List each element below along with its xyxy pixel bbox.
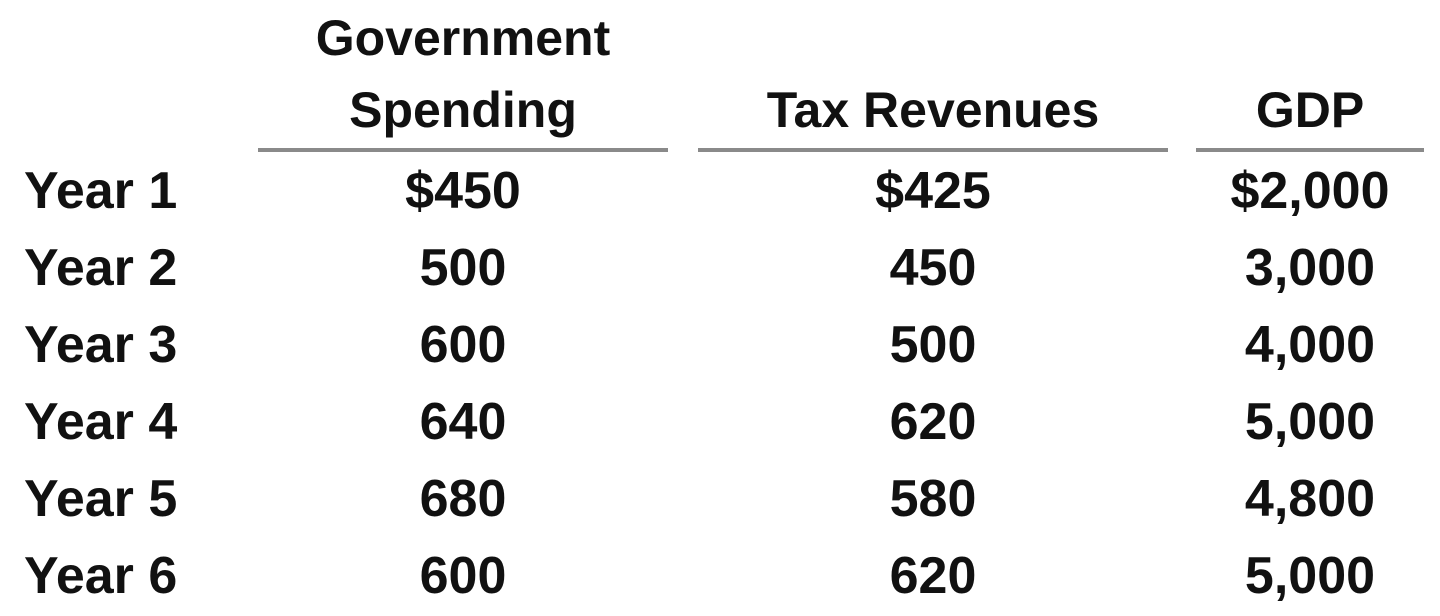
row-label-year-4: Year 4 (24, 393, 178, 451)
cell-tax-year-6: 620 (889, 547, 977, 605)
header-underline-gdp (1196, 148, 1424, 152)
cell-gdp-year-6: 5,000 (1244, 547, 1376, 605)
header-underline-tax-revenues (698, 148, 1168, 152)
cell-gov-year-4: 640 (419, 393, 507, 451)
cell-gdp-year-4: 5,000 (1244, 393, 1376, 451)
row-label-year-5: Year 5 (24, 470, 178, 528)
header-underline-government-spending (258, 148, 668, 152)
row-label-year-2: Year 2 (24, 239, 178, 297)
cell-tax-year-5: 580 (889, 470, 977, 528)
cell-gdp-year-2: 3,000 (1244, 239, 1376, 297)
cell-gdp-year-5: 4,800 (1244, 470, 1376, 528)
column-header-line: Tax Revenues (766, 82, 1100, 138)
column-header-gdp: GDP (1196, 74, 1424, 146)
cell-tax-year-4: 620 (889, 393, 977, 451)
row-label-year-1: Year 1 (24, 162, 178, 220)
column-header-tax-revenues: Tax Revenues (698, 74, 1168, 146)
cell-tax-year-3: 500 (889, 316, 977, 374)
row-label-year-6: Year 6 (24, 547, 178, 605)
cell-gov-year-6: 600 (419, 547, 507, 605)
column-header-government-spending: Government Spending (258, 2, 668, 146)
row-label-year-3: Year 3 (24, 316, 178, 374)
cell-tax-year-2: 450 (889, 239, 977, 297)
cell-gdp-year-3: 4,000 (1244, 316, 1376, 374)
cell-gov-year-3: 600 (419, 316, 507, 374)
cell-gdp-year-1: $2,000 (1230, 162, 1390, 220)
cell-gov-year-1: $450 (405, 162, 521, 220)
cell-gov-year-5: 680 (419, 470, 507, 528)
column-header-line: Government (315, 10, 611, 66)
column-header-line: Spending (349, 82, 577, 138)
cell-tax-year-1: $425 (875, 162, 991, 220)
column-header-line: GDP (1255, 82, 1365, 138)
cell-gov-year-2: 500 (419, 239, 507, 297)
